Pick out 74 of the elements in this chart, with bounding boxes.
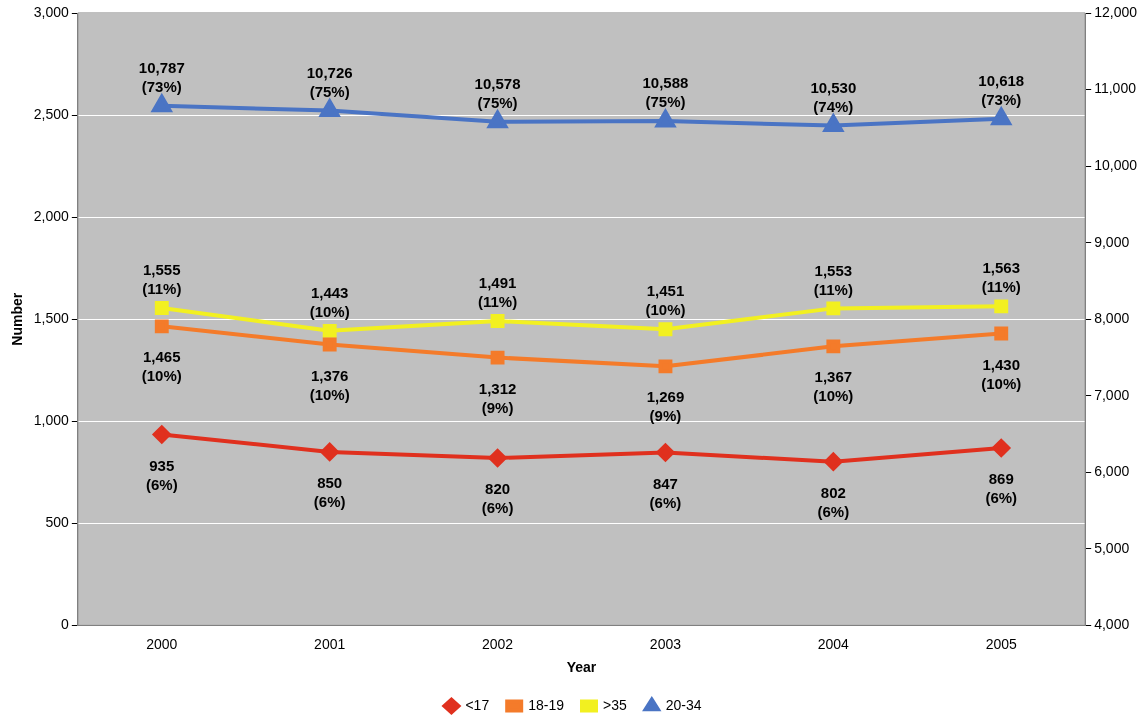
y2-tick-label: 6,000 [1094,463,1130,480]
y-tick-label: 2,500 [33,105,70,122]
point [824,452,843,471]
x-tick-label: 2001 [314,635,346,652]
x-tick-label: 2003 [649,635,682,652]
point [487,110,508,129]
point [154,301,169,315]
data-label: 850 (6%) [313,474,346,511]
point [490,314,505,328]
y-axis-title: Number [9,292,26,346]
data-label: 1,376 (10%) [309,366,350,403]
data-label: 847 (6%) [649,474,682,511]
data-label: 1,430 (10%) [981,355,1022,392]
data-label: 1,312 (9%) [478,379,517,416]
data-label: 802 (6%) [817,483,850,520]
legend-label: >35 [603,696,627,713]
y2-tick-label: 9,000 [1094,233,1130,250]
y-tick-label: 1,500 [33,310,70,327]
point [658,359,673,374]
data-label: 10,588 (75%) [642,74,689,111]
y2-tick-label: 12,000 [1094,3,1138,20]
y2-tick-label: 10,000 [1094,156,1138,173]
y-tick-label: 1,000 [33,412,70,429]
data-label: 10,530 (74%) [810,78,857,115]
point [658,322,673,337]
data-label: 1,553 (11%) [813,261,853,298]
data-label: 10,787 (73%) [138,59,185,95]
y-tick-label: 500 [45,514,70,531]
point [154,319,169,334]
point [655,110,676,128]
x-tick-label: 2004 [817,635,850,652]
point [322,323,337,338]
legend-label: 18-19 [528,696,565,713]
data-label: 10,726 (75%) [306,63,353,100]
legend-label: <17 [465,696,490,713]
point [320,442,339,461]
y-tick-label: 0 [61,616,70,633]
y2-tick-label: 7,000 [1094,386,1130,403]
x-axis-title: Year [566,659,597,676]
y2-tick-label: 4,000 [1094,616,1130,633]
x-tick-label: 2002 [481,635,514,652]
data-label: 1,451 (10%) [645,282,686,319]
y-tick-label: 3,000 [33,3,70,20]
data-label: 10,618 (73%) [978,71,1025,108]
point [322,337,337,352]
point [991,107,1012,126]
data-label: 869 (6%) [985,470,1018,507]
point [490,350,505,365]
data-label: 935 (6%) [145,456,178,493]
y2-tick-label: 5,000 [1094,539,1130,556]
point [994,299,1009,314]
y-tick-label: 2,000 [33,207,70,224]
x-tick-label: 2005 [985,635,1018,652]
data-label: 1,555 (11%) [142,261,182,298]
data-label: 820 (6%) [481,480,514,517]
legend-label: 20-34 [665,696,702,713]
data-label: 1,367 (10%) [813,368,854,405]
point [826,301,841,316]
point [656,443,675,462]
data-label: 1,491 (11%) [477,274,518,311]
point [151,94,172,113]
data-label: 10,578 (75%) [474,74,521,111]
point [152,425,171,444]
point [992,439,1011,458]
y2-tick-label: 11,000 [1094,80,1137,97]
point [994,326,1009,341]
x-tick-label: 2000 [146,635,178,652]
y2-tick-label: 8,000 [1094,310,1130,327]
data-label: 1,443 (10%) [309,283,350,320]
point [488,449,507,468]
data-label: 1,269 (9%) [646,388,685,425]
data-label: 1,465 (10%) [141,348,182,385]
point [826,339,841,354]
data-label: 1,563 (11%) [981,259,1021,296]
